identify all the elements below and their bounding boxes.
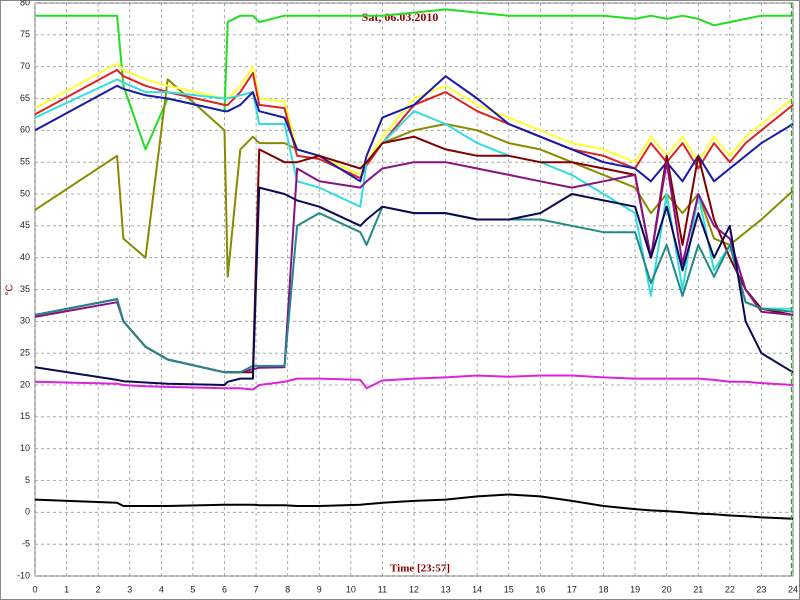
y-tick-label: 55 (20, 157, 30, 167)
x-tick-label: 11 (378, 584, 387, 594)
x-axis-label: Time [23:57] (390, 563, 450, 575)
x-tick-label: 7 (254, 584, 259, 594)
series-line (34, 493, 794, 520)
x-tick-label: 13 (441, 584, 451, 594)
y-tick-label: 40 (20, 252, 30, 262)
x-tick-label: 3 (127, 584, 132, 594)
y-tick-label: 35 (20, 284, 30, 294)
x-tick-label: 5 (190, 584, 195, 594)
series-line (34, 186, 794, 386)
x-tick-label: 6 (222, 584, 227, 594)
y-tick-label: 60 (20, 125, 30, 135)
y-tick-label: 70 (20, 61, 30, 71)
x-tick-label: 18 (598, 584, 608, 594)
x-tick-label: 23 (756, 584, 766, 594)
x-tick-label: 17 (567, 584, 577, 594)
x-tick-label: 21 (693, 584, 703, 594)
x-tick-label: 24 (788, 584, 798, 594)
x-tick-label: 10 (346, 584, 356, 594)
x-tick-label: 2 (96, 584, 101, 594)
x-tick-label: 20 (662, 584, 672, 594)
y-tick-label: 5 (25, 475, 30, 485)
x-tick-label: 1 (64, 584, 69, 594)
y-tick-label: -10 (17, 570, 30, 580)
x-tick-label: 9 (317, 584, 322, 594)
series-line (34, 75, 794, 183)
chart-title: Sat, 06.03.2010 (362, 10, 439, 24)
y-tick-label: -5 (22, 539, 30, 549)
x-tick-label: 16 (535, 584, 545, 594)
y-tick-label: 10 (20, 443, 30, 453)
x-tick-label: 8 (285, 584, 290, 594)
y-tick-label: 75 (20, 29, 30, 39)
y-tick-label: 0 (25, 507, 30, 517)
x-tick-label: 15 (504, 584, 514, 594)
x-tick-label: 12 (409, 584, 419, 594)
y-axis-label: °C (5, 284, 16, 295)
y-tick-label: 30 (20, 316, 30, 326)
series-line (34, 78, 793, 310)
y-tick-label: 65 (20, 93, 30, 103)
x-tick-label: 14 (472, 584, 482, 594)
x-tick-label: 4 (159, 584, 164, 594)
y-tick-label: 15 (20, 411, 30, 421)
y-tick-label: 80 (20, 0, 30, 7)
x-tick-label: 22 (725, 584, 735, 594)
series-line (34, 374, 794, 391)
series-line (34, 78, 794, 278)
y-tick-label: 25 (20, 348, 30, 358)
y-tick-label: 50 (20, 188, 30, 198)
x-tick-label: 0 (32, 584, 37, 594)
x-tick-label: 19 (630, 584, 640, 594)
series-line (35, 8, 793, 151)
y-tick-label: 20 (20, 379, 30, 389)
y-tick-label: 45 (20, 220, 30, 230)
